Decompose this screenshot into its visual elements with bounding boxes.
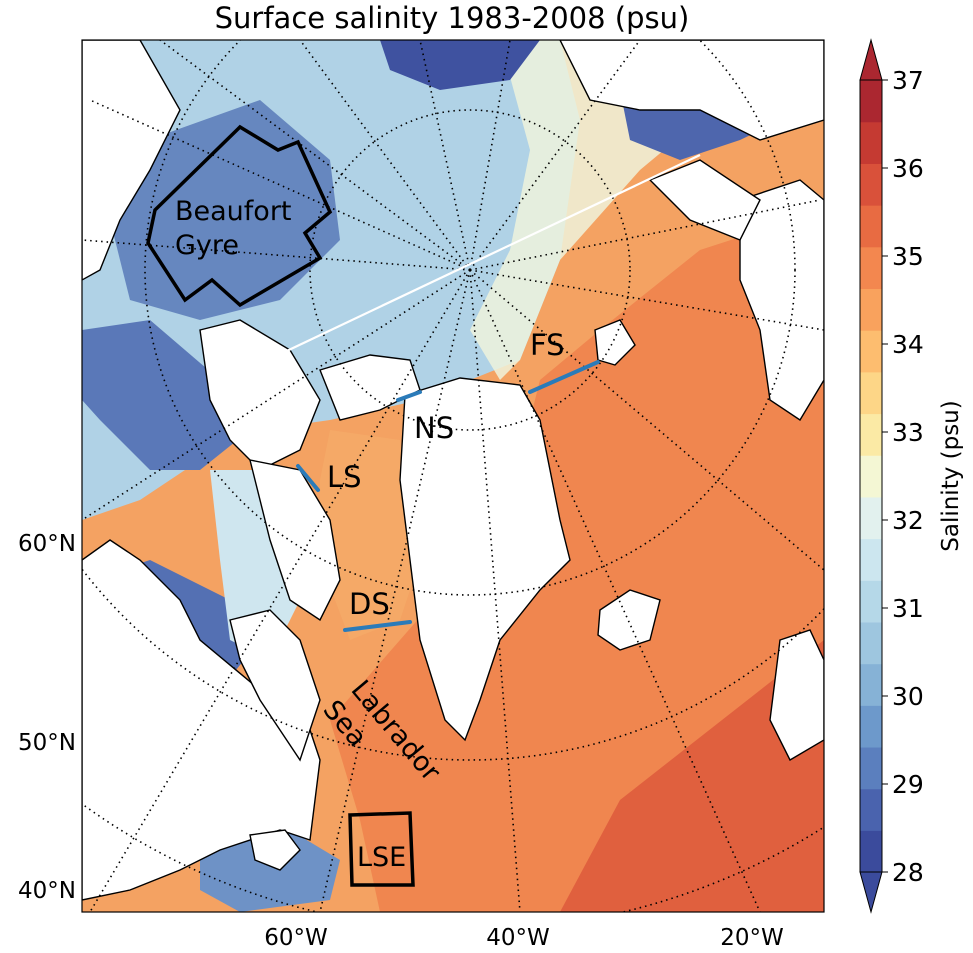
colorbar-segment [860,580,882,623]
colorbar-segment [860,330,882,373]
colorbar-outline [859,79,883,873]
colorbar-tick-label: 31 [892,594,924,623]
colorbar-segment [860,205,882,248]
colorbar-segment [860,246,882,290]
strait-line-fs [528,360,600,394]
colorbar-extend-max [859,38,883,81]
ls-label: LS [327,460,362,494]
british-isles [769,629,824,761]
labrador-peninsula [229,609,321,762]
map-panel: Beaufort Gyre LSE FS NS LS DS Labrador S… [82,40,824,912]
colorbar-tick-label: 37 [892,66,924,95]
siberia [559,40,824,141]
lon-label-40w: 40°W [486,925,550,951]
lse-box [348,811,415,887]
fs-label: FS [530,328,565,362]
lon-label-20w: 20°W [720,925,784,951]
beaufort-gyre-label-line1: Beaufort [175,196,292,227]
colorbar-segment [860,705,882,748]
transect-line [214,154,701,386]
map-frame [81,39,825,913]
svalbard [594,319,636,366]
canadian-archipelago [199,319,321,471]
scandinavia [739,179,824,421]
colorbar-tick-label: 32 [892,506,924,535]
colorbar-tick-label: 33 [892,418,924,447]
beaufort-fresh-field [110,100,340,320]
ns-label: NS [414,411,454,445]
strait-line-ns [396,390,422,402]
lat-label-50n: 50°N [18,730,76,756]
ds-label: DS [349,587,390,621]
colorbar-segment [860,830,882,873]
colorbar-tick-label: 34 [892,330,924,359]
colorbar: 28 29 30 31 32 33 34 35 36 37 [859,38,924,914]
siberian-fresh-field [380,40,540,90]
colorbar-segment [860,80,882,123]
colorbar-segment [860,121,882,164]
colorbar-segment [860,496,882,540]
strait-line-ds [343,620,412,632]
beaufort-gyre-label-line2: Gyre [175,230,239,261]
atlantic-saltiest-field [560,640,824,912]
labrador-orange-field [320,430,420,640]
colorbar-segment [860,455,882,498]
alaska [82,40,181,281]
graticule [82,40,824,912]
beaufort-gyre-box [146,124,333,308]
colorbar-tick-label: 29 [892,770,924,799]
newfoundland [249,829,301,871]
colorbar-segment [860,538,882,581]
colorbar-segment [860,413,882,456]
lat-label-40n: 40°N [18,878,76,904]
colorbar-segment [860,371,882,415]
lat-label-60n: 60°N [18,531,76,557]
colorbar-tick-label: 30 [892,682,924,711]
canadian-shelf-field [82,320,250,470]
north-america [82,539,321,901]
strait-line-ls [296,464,320,492]
colorbar-extend-min [859,871,883,914]
land [82,40,824,901]
strait-lines [296,360,600,632]
novaya-zemlya [648,159,761,241]
lon-label-60w: 60°W [264,925,328,951]
colorbar-tick-label: 36 [892,154,924,183]
colorbar-segment [860,746,882,790]
colorbar-segment [860,621,882,665]
figure-title: Surface salinity 1983-2008 (psu) [215,1,690,35]
colorbar-tick-label: 28 [892,858,924,887]
colorbar-tick-label: 35 [892,242,924,271]
colorbar-segment [860,788,882,831]
colorbar-segment [860,663,882,706]
colorbar-segment [860,163,882,206]
baffin-island [249,459,341,622]
atlantic-saline-field [330,210,824,912]
scotian-fresh-field [200,830,340,912]
colorbar-label: Salinity (psu) [938,400,964,552]
colorbar-segment [860,288,882,331]
iceland [597,589,661,651]
lse-label: LSE [357,842,406,873]
